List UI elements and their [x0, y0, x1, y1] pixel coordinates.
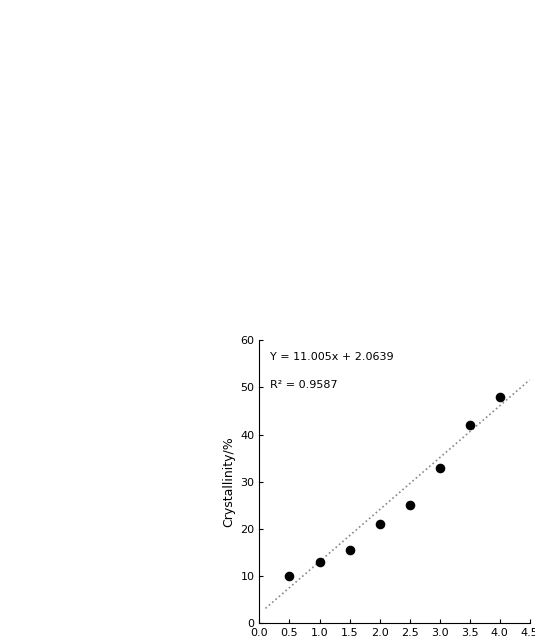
Point: [345, 545, 354, 555]
Point: [285, 571, 294, 581]
Point: [435, 462, 444, 473]
Point: [315, 557, 324, 567]
Point: [495, 392, 504, 402]
Text: R² = 0.9587: R² = 0.9587: [270, 380, 338, 390]
Point: [375, 519, 384, 529]
Point: [406, 501, 414, 511]
Point: [465, 420, 474, 431]
Text: Y = 11.005x + 2.0639: Y = 11.005x + 2.0639: [270, 352, 394, 362]
Y-axis label: Crystallinity/%: Crystallinity/%: [222, 436, 235, 527]
